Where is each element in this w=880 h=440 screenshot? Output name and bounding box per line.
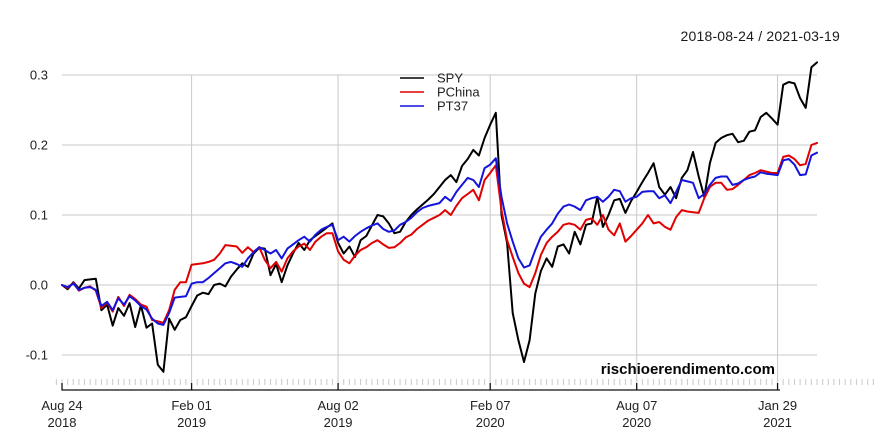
y-tick-label: 0.0	[30, 278, 48, 293]
x-tick-label-year: 2019	[177, 415, 206, 430]
x-tick-label: Feb 07	[470, 398, 510, 413]
x-tick-label-year: 2020	[476, 415, 505, 430]
x-tick-label: Aug 24	[41, 398, 82, 413]
legend-label-PChina: PChina	[437, 85, 480, 100]
x-tick-label-year: 2021	[763, 415, 792, 430]
x-tick-label: Aug 07	[616, 398, 657, 413]
x-tick-label: Feb 01	[171, 398, 211, 413]
y-tick-label: -0.1	[26, 348, 48, 363]
date-range-title: 2018-08-24 / 2021-03-19	[680, 28, 840, 44]
y-tick-label: 0.3	[30, 68, 48, 83]
legend-label-SPY: SPY	[437, 71, 463, 86]
series-line-PChina	[61, 141, 818, 324]
legend-label-PT37: PT37	[437, 99, 468, 114]
x-tick-label-year: 2019	[324, 415, 353, 430]
watermark-text: rischioerendimento.com	[600, 361, 775, 378]
series-line-SPY	[61, 61, 818, 373]
y-tick-label: 0.2	[30, 138, 48, 153]
x-tick-label: Aug 02	[317, 398, 358, 413]
series-line-PT37	[61, 151, 818, 326]
x-tick-label: Jan 29	[758, 398, 797, 413]
x-tick-label-year: 2020	[622, 415, 651, 430]
x-tick-label-year: 2018	[48, 415, 77, 430]
y-tick-label: 0.1	[30, 208, 48, 223]
